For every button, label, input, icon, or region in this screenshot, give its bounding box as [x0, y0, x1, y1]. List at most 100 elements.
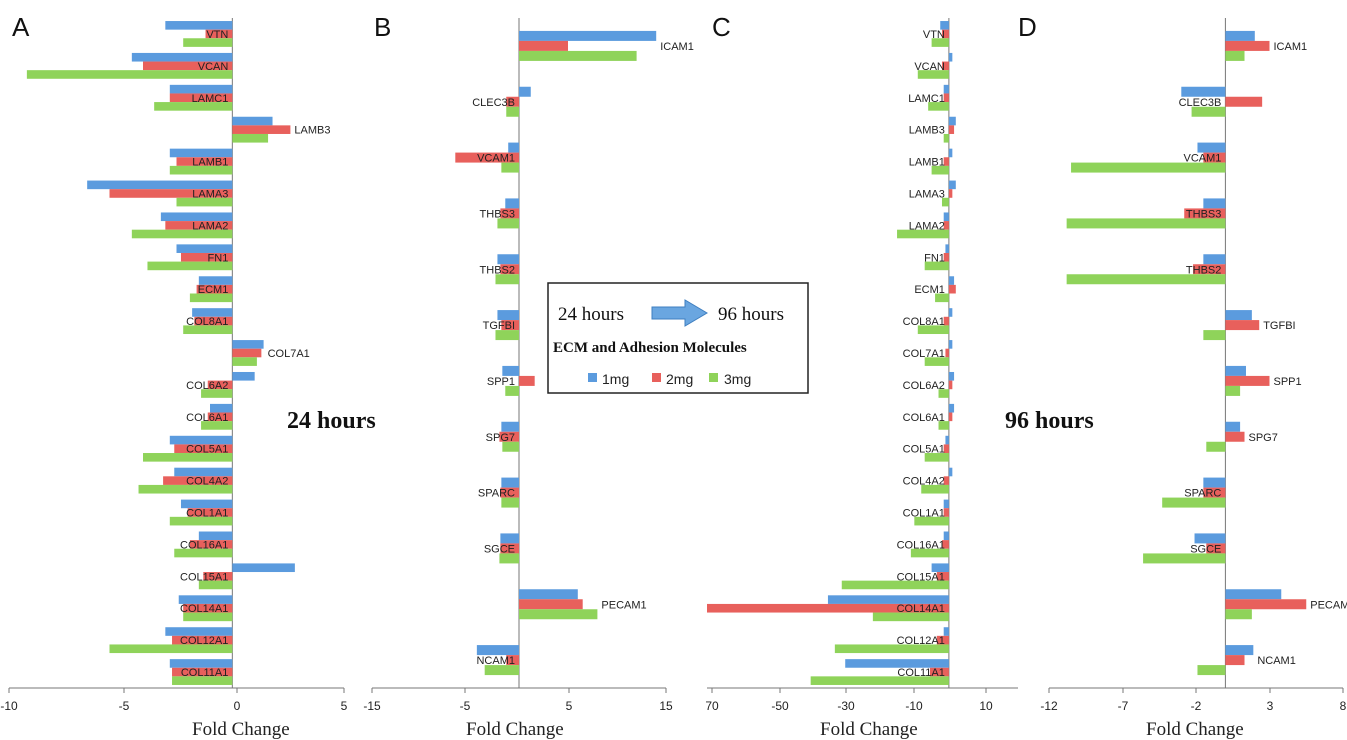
category-label: TGFBI	[1263, 320, 1295, 332]
bar-pecam1-1mg	[1225, 589, 1282, 600]
bar-thbs2-2mg	[1193, 264, 1226, 275]
bar-col5a1-2mg	[943, 444, 949, 454]
bar-col5a1-2mg	[174, 444, 233, 454]
category-label: COL4A2	[186, 476, 228, 488]
bar-ecm1-3mg	[935, 293, 949, 303]
bar-lamc1-1mg	[169, 84, 233, 94]
x-tick-label: -12	[1040, 699, 1058, 713]
category-label: VCAN	[914, 61, 945, 73]
bar-ncam1-2mg	[1225, 655, 1245, 666]
bar-spp1-3mg	[1225, 385, 1241, 396]
bar-col8a1-1mg	[192, 308, 233, 317]
legend-swatch-3mg	[709, 373, 718, 382]
bar-col6a2-3mg	[938, 389, 949, 398]
category-label: PECAM1	[601, 599, 646, 611]
bar-thbs3-3mg	[497, 218, 519, 229]
bar-col8a1-3mg	[183, 325, 233, 335]
bar-ecm1-1mg	[198, 276, 233, 285]
bar-col1a1-2mg	[187, 508, 233, 517]
bar-thbs3-2mg	[500, 208, 519, 219]
category-label: VTN	[206, 29, 228, 41]
note-96-hours: 96 hours	[1005, 408, 1094, 434]
legend-from-label: 24 hours	[558, 304, 624, 325]
bar-vtn-1mg	[165, 21, 233, 30]
bar-lamb1-3mg	[169, 165, 233, 175]
bar-vcan-3mg	[917, 70, 949, 79]
bar-ncam1-1mg	[1225, 645, 1254, 656]
category-label: ICAM1	[1274, 41, 1308, 53]
bar-col11a1-1mg	[845, 659, 949, 668]
bar-lama3-2mg	[109, 189, 233, 198]
x-tick-label: -50	[771, 699, 789, 713]
category-label: COL6A1	[186, 412, 228, 424]
category-label: TGFBI	[483, 320, 515, 332]
bar-col15a1-1mg	[232, 563, 295, 573]
x-tick-label: 3	[1267, 699, 1274, 713]
bar-col16a1-2mg	[189, 540, 233, 549]
bar-spp1-2mg	[1225, 375, 1270, 386]
bar-col1a1-3mg	[914, 516, 949, 526]
x-axis-title-d: Fold Change	[1146, 719, 1244, 740]
bar-ecm1-3mg	[189, 293, 233, 303]
legend-subtitle: ECM and Adhesion Molecules	[553, 340, 747, 356]
category-label: COL12A1	[180, 635, 228, 647]
bar-fn1-3mg	[924, 261, 949, 271]
bar-col6a2-1mg	[232, 371, 255, 381]
bar-lamb3-1mg	[232, 116, 273, 126]
bar-thbs3-1mg	[505, 198, 519, 209]
bar-vtn-1mg	[940, 21, 949, 30]
panel-letter-b: B	[374, 12, 391, 42]
legend-label-2mg: 2mg	[666, 371, 693, 387]
bar-col7a1-1mg	[232, 340, 264, 349]
bar-vtn-2mg	[205, 29, 233, 39]
chart-panel-a: -10 -5 0 5 VTN VCAN LAMC1 LAMB3 LAMB1 LAMA3 LAMA2 F…	[0, 18, 348, 713]
bar-spp1-2mg	[519, 375, 535, 386]
bar-fn1-2mg	[180, 252, 233, 262]
bar-tgfbi-3mg	[1203, 330, 1226, 341]
bar-thbs3-1mg	[1203, 198, 1226, 209]
bar-ecm1-1mg	[948, 276, 955, 285]
bar-sgce-2mg	[1206, 543, 1226, 554]
bar-col6a2-2mg	[207, 380, 233, 390]
bar-col12a1-3mg	[834, 644, 949, 654]
bar-lamb1-2mg	[176, 157, 233, 166]
category-label: COL6A2	[903, 380, 945, 392]
category-label: LAMA2	[192, 220, 228, 232]
bar-lamb3-3mg	[232, 133, 269, 143]
bar-col7a1-2mg	[945, 348, 949, 358]
bar-tgfbi-2mg	[501, 320, 519, 331]
bar-col6a1-2mg	[948, 412, 953, 422]
bar-col4a2-3mg	[138, 484, 233, 494]
category-label: SPP1	[1274, 376, 1302, 388]
bar-vcan-2mg	[941, 61, 949, 71]
bar-col6a1-1mg	[210, 403, 233, 413]
bar-col7a1-1mg	[948, 340, 953, 349]
panel-letter-d: D	[1018, 12, 1037, 42]
bar-lamc1-3mg	[928, 102, 949, 111]
legend-label-1mg: 1mg	[602, 371, 629, 387]
bar-fn1-1mg	[945, 244, 949, 253]
category-label: CLEC3B	[472, 97, 515, 109]
bar-sparc-3mg	[501, 497, 519, 508]
bar-col6a2-2mg	[948, 380, 953, 390]
legend-to-label: 96 hours	[718, 304, 784, 325]
category-label: CLEC3B	[1179, 97, 1222, 109]
category-label: COL15A1	[897, 571, 945, 583]
bar-ncam1-1mg	[476, 645, 519, 656]
bar-sparc-3mg	[1162, 497, 1226, 508]
bar-lamc1-3mg	[154, 102, 233, 111]
bar-col6a1-2mg	[207, 412, 233, 422]
bar-sparc-1mg	[1203, 477, 1226, 488]
bar-col4a2-1mg	[948, 467, 953, 477]
category-label: COL11A1	[897, 667, 945, 679]
category-label: LAMA2	[909, 220, 945, 232]
bar-lamb1-1mg	[169, 148, 233, 158]
bar-spg7-2mg	[499, 431, 519, 442]
bar-sparc-1mg	[501, 477, 519, 488]
bar-thbs2-3mg	[1066, 274, 1226, 285]
bar-lamc1-2mg	[169, 93, 233, 103]
bar-icam1-2mg	[1225, 40, 1270, 51]
legend-box: 24 hours 96 hours ECM and Adhesion Molec…	[547, 282, 809, 394]
bar-col8a1-2mg	[194, 316, 233, 326]
